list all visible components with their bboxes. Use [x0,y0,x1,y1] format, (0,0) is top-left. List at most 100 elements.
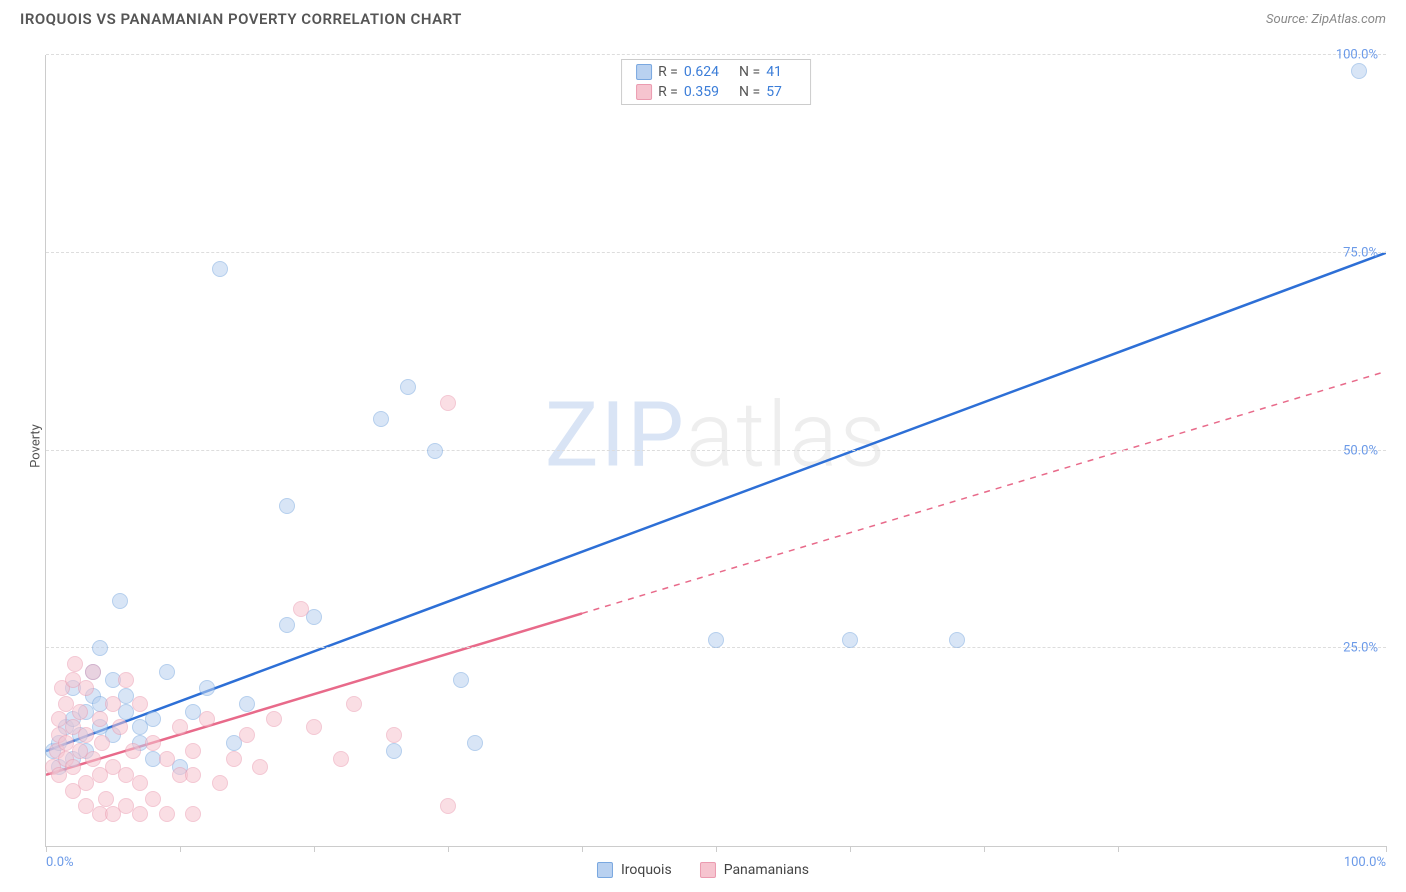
data-point [65,759,81,775]
series-swatch [597,862,613,878]
stat-n-label: N = [739,64,760,80]
chart-title: IROQUOIS VS PANAMANIAN POVERTY CORRELATI… [20,10,462,28]
y-tick-label: 50.0% [1343,443,1378,458]
data-point [112,719,128,735]
stats-box: R =0.624N =41R =0.359N =57 [621,59,811,105]
data-point [708,632,724,648]
data-point [842,632,858,648]
data-point [279,617,295,633]
y-tick-label: 75.0% [1343,245,1378,260]
data-point [145,791,161,807]
data-point [373,411,389,427]
data-point [125,743,141,759]
stat-r-value: 0.624 [684,64,719,80]
data-point [145,735,161,751]
data-point [453,672,469,688]
legend-label: Iroquois [621,862,672,878]
chart-area: ZIPatlas R =0.624N =41R =0.359N =57 25.0… [45,55,1386,847]
data-point [159,806,175,822]
x-tick-label: 0.0% [46,855,74,870]
data-point [185,743,201,759]
data-point [159,751,175,767]
watermark-part1: ZIP [545,382,686,487]
legend-item: Iroquois [597,862,672,878]
y-axis-label: Poverty [28,424,43,468]
data-point [98,791,114,807]
data-point [239,727,255,743]
data-point [78,680,94,696]
data-point [72,704,88,720]
data-point [949,632,965,648]
series-legend: Iroquois Panamanians [597,862,809,878]
x-tick-mark [1118,846,1119,852]
data-point [333,751,349,767]
watermark-part2: atlas [686,382,887,487]
x-tick-mark [314,846,315,852]
x-tick-label: 100.0% [1344,855,1386,870]
trendline-dashed [582,371,1386,613]
data-point [1351,63,1367,79]
data-point [386,727,402,743]
x-tick-mark [716,846,717,852]
data-point [132,775,148,791]
x-tick-mark [180,846,181,852]
data-point [132,696,148,712]
data-point [185,767,201,783]
trendline-solid [46,253,1386,751]
y-tick-label: 25.0% [1343,641,1378,656]
data-point [185,806,201,822]
data-point [85,664,101,680]
source-label: Source: ZipAtlas.com [1266,12,1386,27]
gridline [46,252,1386,253]
stat-r-label: R = [658,84,678,100]
gridline [46,450,1386,451]
data-point [212,775,228,791]
stat-n-value: 41 [766,64,782,80]
stat-r-value: 0.359 [684,84,719,100]
data-point [306,719,322,735]
legend-label: Panamanians [724,862,809,878]
x-tick-mark [850,846,851,852]
stats-row: R = 0.624 N = 41 [622,62,810,82]
data-point [92,711,108,727]
x-tick-mark [1386,846,1387,852]
data-point [293,601,309,617]
x-tick-mark [582,846,583,852]
data-point [212,261,228,277]
data-point [400,379,416,395]
data-point [226,751,242,767]
chart-header: IROQUOIS VS PANAMANIAN POVERTY CORRELATI… [0,0,1406,28]
data-point [85,751,101,767]
y-tick-label: 100.0% [1336,48,1378,63]
series-swatch [636,64,652,80]
data-point [440,395,456,411]
data-point [172,719,188,735]
data-point [94,735,110,751]
plot-area: ZIPatlas R =0.624N =41R =0.359N =57 25.0… [45,55,1386,847]
data-point [346,696,362,712]
data-point [105,696,121,712]
data-point [427,443,443,459]
data-point [78,727,94,743]
data-point [467,735,483,751]
stat-n-value: 57 [766,84,782,100]
x-tick-mark [984,846,985,852]
data-point [132,806,148,822]
data-point [92,640,108,656]
data-point [112,593,128,609]
x-tick-mark [448,846,449,852]
legend-item: Panamanians [700,862,809,878]
data-point [118,672,134,688]
data-point [145,711,161,727]
data-point [266,711,282,727]
watermark: ZIPatlas [545,382,887,487]
x-tick-mark [46,846,47,852]
data-point [239,696,255,712]
gridline [46,54,1386,55]
data-point [440,798,456,814]
series-swatch [636,84,652,100]
data-point [279,498,295,514]
data-point [199,680,215,696]
stat-r-label: R = [658,64,678,80]
data-point [306,609,322,625]
